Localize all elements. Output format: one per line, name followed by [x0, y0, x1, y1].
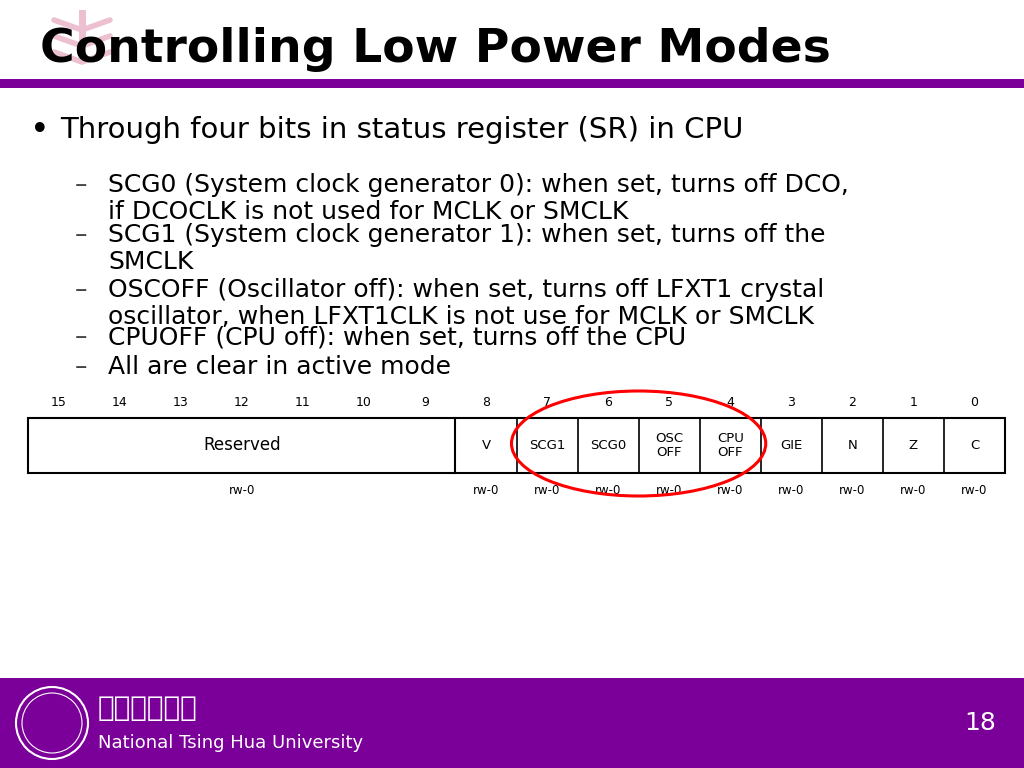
Text: oscillator, when LFXT1CLK is not use for MCLK or SMCLK: oscillator, when LFXT1CLK is not use for…	[108, 305, 814, 329]
Text: 6: 6	[604, 396, 612, 409]
Text: OSCOFF (Oscillator off): when set, turns off LFXT1 crystal: OSCOFF (Oscillator off): when set, turns…	[108, 278, 824, 302]
Text: Reserved: Reserved	[203, 436, 281, 455]
Text: 18: 18	[964, 711, 996, 735]
Text: rw-0: rw-0	[717, 485, 743, 498]
Text: 1: 1	[909, 396, 918, 409]
Text: 13: 13	[173, 396, 188, 409]
Text: All are clear in active mode: All are clear in active mode	[108, 355, 451, 379]
Text: –: –	[75, 355, 87, 379]
Text: CPU
OFF: CPU OFF	[717, 432, 743, 459]
Text: National Tsing Hua University: National Tsing Hua University	[98, 734, 364, 752]
Text: •: •	[30, 114, 49, 147]
Text: 3: 3	[787, 396, 796, 409]
Bar	[28, 418, 1005, 473]
Text: 4: 4	[726, 396, 734, 409]
Text: 11: 11	[295, 396, 310, 409]
Text: GIE: GIE	[780, 439, 803, 452]
Bar	[0, 79, 1024, 88]
Text: rw-0: rw-0	[228, 485, 255, 498]
Text: 8: 8	[482, 396, 489, 409]
Text: –: –	[75, 173, 87, 197]
Text: rw-0: rw-0	[962, 485, 988, 498]
Text: Through four bits in status register (SR) in CPU: Through four bits in status register (SR…	[60, 116, 743, 144]
Text: rw-0: rw-0	[778, 485, 805, 498]
Text: rw-0: rw-0	[900, 485, 927, 498]
Text: rw-0: rw-0	[595, 485, 622, 498]
Text: Controlling Low Power Modes: Controlling Low Power Modes	[40, 28, 830, 72]
Text: OSC
OFF: OSC OFF	[655, 432, 683, 459]
Text: if DCOCLK is not used for MCLK or SMCLK: if DCOCLK is not used for MCLK or SMCLK	[108, 200, 629, 224]
Text: 0: 0	[971, 396, 979, 409]
Text: SCG1 (System clock generator 1): when set, turns off the: SCG1 (System clock generator 1): when se…	[108, 223, 825, 247]
Text: SCG0: SCG0	[590, 439, 627, 452]
Text: 14: 14	[112, 396, 127, 409]
Text: C: C	[970, 439, 979, 452]
Text: 9: 9	[421, 396, 429, 409]
Text: rw-0: rw-0	[534, 485, 560, 498]
Text: 2: 2	[849, 396, 856, 409]
Text: Z: Z	[909, 439, 918, 452]
Text: 15: 15	[50, 396, 67, 409]
Text: N: N	[848, 439, 857, 452]
Text: SMCLK: SMCLK	[108, 250, 194, 274]
Text: –: –	[75, 325, 87, 349]
Text: –: –	[75, 278, 87, 302]
Text: CPUOFF (CPU off): when set, turns off the CPU: CPUOFF (CPU off): when set, turns off th…	[108, 325, 686, 349]
Text: SCG1: SCG1	[528, 439, 565, 452]
Text: 12: 12	[233, 396, 250, 409]
Bar	[0, 678, 1024, 768]
Text: 7: 7	[543, 396, 551, 409]
Text: rw-0: rw-0	[656, 485, 682, 498]
Text: 5: 5	[666, 396, 673, 409]
Text: rw-0: rw-0	[473, 485, 499, 498]
Text: SCG0 (System clock generator 0): when set, turns off DCO,: SCG0 (System clock generator 0): when se…	[108, 173, 849, 197]
Text: –: –	[75, 223, 87, 247]
Text: 10: 10	[356, 396, 372, 409]
Text: 國立清華大學: 國立清華大學	[98, 694, 198, 722]
Text: V: V	[481, 439, 490, 452]
Text: rw-0: rw-0	[839, 485, 865, 498]
